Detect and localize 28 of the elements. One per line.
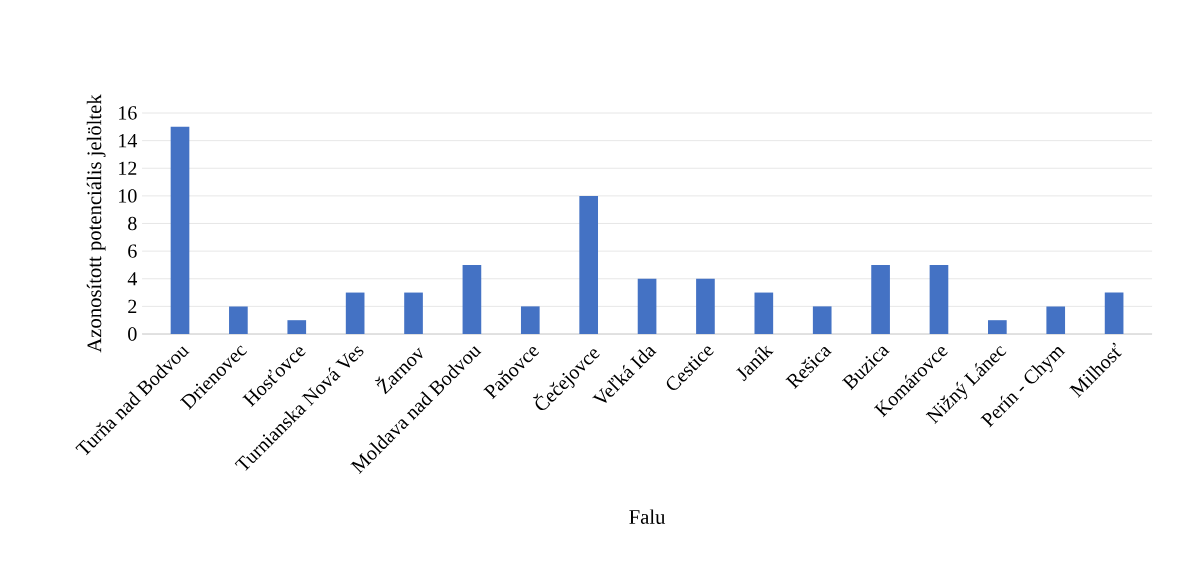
y-tick-label: 14 bbox=[119, 134, 138, 148]
y-tick-label: 10 bbox=[119, 189, 137, 203]
bar bbox=[812, 306, 832, 334]
y-tick-label: 2 bbox=[128, 299, 137, 313]
bar bbox=[287, 320, 307, 334]
y-axis-title: Azonosított potenciális jelöltek bbox=[86, 94, 106, 353]
bar bbox=[754, 292, 774, 334]
y-tick-label: 4 bbox=[127, 272, 138, 286]
y-tick-label: 6 bbox=[128, 244, 137, 258]
bar bbox=[229, 306, 248, 334]
y-tick-label: 0 bbox=[128, 327, 137, 341]
bar bbox=[170, 126, 190, 334]
y-tick-label: 16 bbox=[119, 106, 137, 120]
bar bbox=[462, 264, 482, 334]
bar bbox=[404, 292, 423, 334]
x-axis-title: Falu bbox=[629, 509, 666, 524]
bar bbox=[1104, 292, 1124, 334]
bar bbox=[696, 278, 715, 334]
bar bbox=[345, 292, 365, 334]
y-tick-label: 8 bbox=[128, 216, 137, 231]
bar bbox=[579, 195, 599, 334]
bar bbox=[1046, 306, 1066, 334]
bar bbox=[637, 278, 657, 334]
bar bbox=[988, 320, 1007, 334]
y-tick-label: 12 bbox=[119, 161, 137, 175]
bar bbox=[520, 306, 540, 334]
bar bbox=[871, 264, 890, 334]
bar bbox=[929, 264, 949, 334]
